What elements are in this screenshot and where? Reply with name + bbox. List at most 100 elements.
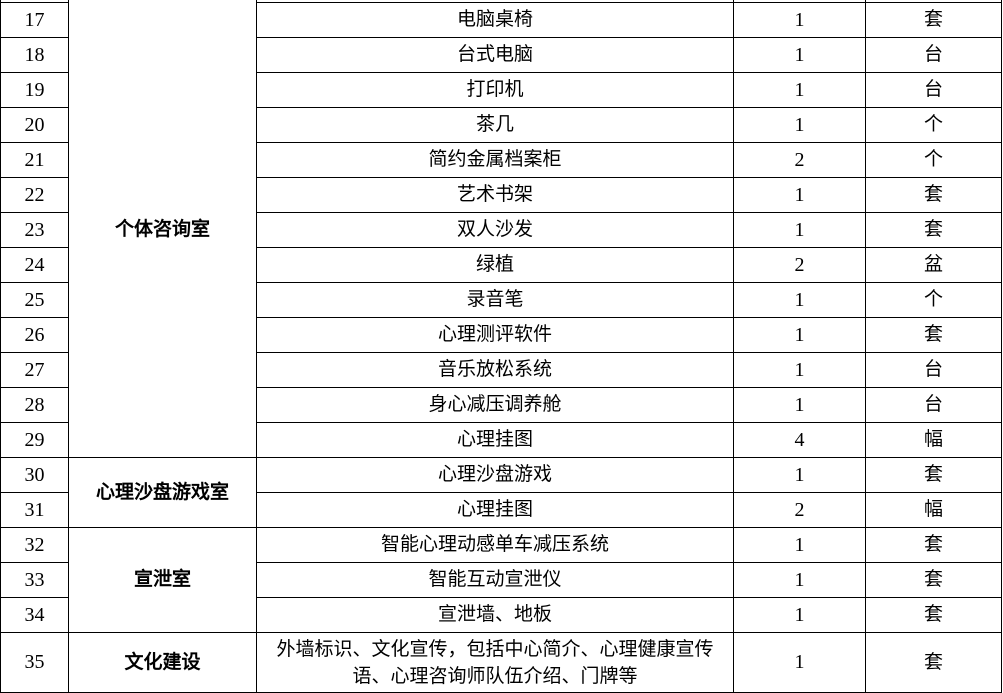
room-cell: 宣泄室 — [68, 527, 257, 633]
row-number-cell: 17 — [0, 2, 69, 38]
quantity-cell: 1 — [733, 2, 866, 38]
item-cell: 智能互动宣泄仪 — [256, 562, 734, 598]
unit-cell: 个 — [865, 142, 1002, 178]
room-label: 心理沙盘游戏室 — [95, 481, 229, 503]
room-cell: 个体咨询室 — [68, 0, 257, 458]
table-row: 32 宣泄室 智能心理动感单车减压系统 1 套 — [0, 527, 1002, 633]
unit-cell: 套 — [865, 177, 1002, 213]
table-row: 26 心理测评软件 1 套 — [0, 317, 1002, 353]
table-row: 27 音乐放松系统 1 台 — [0, 352, 1002, 388]
unit-cell: 个 — [865, 107, 1002, 143]
table-row: 23 双人沙发 1 套 — [0, 212, 1002, 248]
room-label: 宣泄室 — [133, 569, 191, 591]
row-number-cell: 29 — [0, 422, 69, 458]
unit-cell: 套 — [865, 632, 1002, 693]
table-row: 34 宣泄墙、地板 1 套 — [0, 597, 1002, 633]
unit-cell: 台 — [865, 352, 1002, 388]
unit-cell: 套 — [865, 457, 1002, 493]
row-number-cell: 24 — [0, 247, 69, 283]
quantity-cell: 1 — [733, 107, 866, 143]
row-number-cell: 23 — [0, 212, 69, 248]
row-number-cell: 18 — [0, 37, 69, 73]
table-row: 25 录音笔 1 个 — [0, 282, 1002, 318]
unit-cell: 个 — [865, 282, 1002, 318]
item-cell: 录音笔 — [256, 282, 734, 318]
unit-cell: 套 — [865, 317, 1002, 353]
item-cell: 绿植 — [256, 247, 734, 283]
item-cell: 打印机 — [256, 72, 734, 108]
room-cell: 文化建设 — [68, 632, 257, 693]
row-number-cell: 35 — [0, 632, 69, 693]
room-label: 个体咨询室 — [114, 219, 210, 241]
table-row-partial: 个体咨询室 — [0, 0, 1002, 458]
row-number-cell: 30 — [0, 457, 69, 493]
quantity-cell: 1 — [733, 317, 866, 353]
item-cell: 宣泄墙、地板 — [256, 597, 734, 633]
unit-cell: 盆 — [865, 247, 1002, 283]
room-cell: 心理沙盘游戏室 — [68, 457, 257, 528]
table-row: 17 电脑桌椅 1 套 — [0, 2, 1002, 38]
unit-cell: 套 — [865, 562, 1002, 598]
table-row: 19 打印机 1 台 — [0, 72, 1002, 108]
row-number-cell: 27 — [0, 352, 69, 388]
quantity-cell: 1 — [733, 562, 866, 598]
quantity-cell: 1 — [733, 527, 866, 563]
unit-cell: 套 — [865, 2, 1002, 38]
quantity-cell: 1 — [733, 597, 866, 633]
item-cell: 台式电脑 — [256, 37, 734, 73]
item-cell: 艺术书架 — [256, 177, 734, 213]
table-row: 24 绿植 2 盆 — [0, 247, 1002, 283]
table-row: 35 文化建设 外墙标识、文化宣传，包括中心简介、心理健康宣传语、心理咨询师队伍介绍… — [0, 632, 1002, 693]
row-number-cell: 21 — [0, 142, 69, 178]
item-cell: 心理测评软件 — [256, 317, 734, 353]
item-cell: 电脑桌椅 — [256, 2, 734, 38]
row-number-cell: 25 — [0, 282, 69, 318]
row-number-cell: 34 — [0, 597, 69, 633]
row-number-cell: 22 — [0, 177, 69, 213]
quantity-cell: 2 — [733, 142, 866, 178]
unit-cell: 台 — [865, 72, 1002, 108]
unit-cell: 套 — [865, 212, 1002, 248]
unit-cell: 幅 — [865, 492, 1002, 528]
item-cell: 心理挂图 — [256, 492, 734, 528]
table-row: 22 艺术书架 1 套 — [0, 177, 1002, 213]
quantity-cell: 1 — [733, 632, 866, 693]
unit-cell: 台 — [865, 387, 1002, 423]
quantity-cell: 1 — [733, 212, 866, 248]
quantity-cell: 1 — [733, 72, 866, 108]
quantity-cell: 2 — [733, 247, 866, 283]
quantity-cell: 4 — [733, 422, 866, 458]
table-row: 20 茶几 1 个 — [0, 107, 1002, 143]
item-cell: 心理挂图 — [256, 422, 734, 458]
item-cell: 外墙标识、文化宣传，包括中心简介、心理健康宣传语、心理咨询师队伍介绍、门牌等 — [256, 632, 734, 693]
table-row: 18 台式电脑 1 台 — [0, 37, 1002, 73]
item-cell: 茶几 — [256, 107, 734, 143]
quantity-cell: 1 — [733, 37, 866, 73]
item-cell: 智能心理动感单车减压系统 — [256, 527, 734, 563]
item-cell: 音乐放松系统 — [256, 352, 734, 388]
row-number-cell: 20 — [0, 107, 69, 143]
row-number-cell: 19 — [0, 72, 69, 108]
row-number-cell: 32 — [0, 527, 69, 563]
row-number-cell: 26 — [0, 317, 69, 353]
unit-cell: 套 — [865, 597, 1002, 633]
quantity-cell: 1 — [733, 387, 866, 423]
item-cell: 简约金属档案柜 — [256, 142, 734, 178]
row-number-cell: 33 — [0, 562, 69, 598]
unit-cell: 台 — [865, 37, 1002, 73]
table-row: 31 心理挂图 2 幅 — [0, 492, 1002, 528]
room-label: 文化建设 — [124, 651, 201, 673]
table-row: 30 心理沙盘游戏室 心理沙盘游戏 1 套 — [0, 457, 1002, 528]
quantity-cell: 1 — [733, 457, 866, 493]
unit-cell: 套 — [865, 527, 1002, 563]
item-cell: 心理沙盘游戏 — [256, 457, 734, 493]
row-number-cell: 28 — [0, 387, 69, 423]
quantity-cell: 1 — [733, 352, 866, 388]
quantity-cell: 2 — [733, 492, 866, 528]
quantity-cell: 1 — [733, 177, 866, 213]
item-cell: 双人沙发 — [256, 212, 734, 248]
unit-cell: 幅 — [865, 422, 1002, 458]
row-number-cell: 31 — [0, 492, 69, 528]
